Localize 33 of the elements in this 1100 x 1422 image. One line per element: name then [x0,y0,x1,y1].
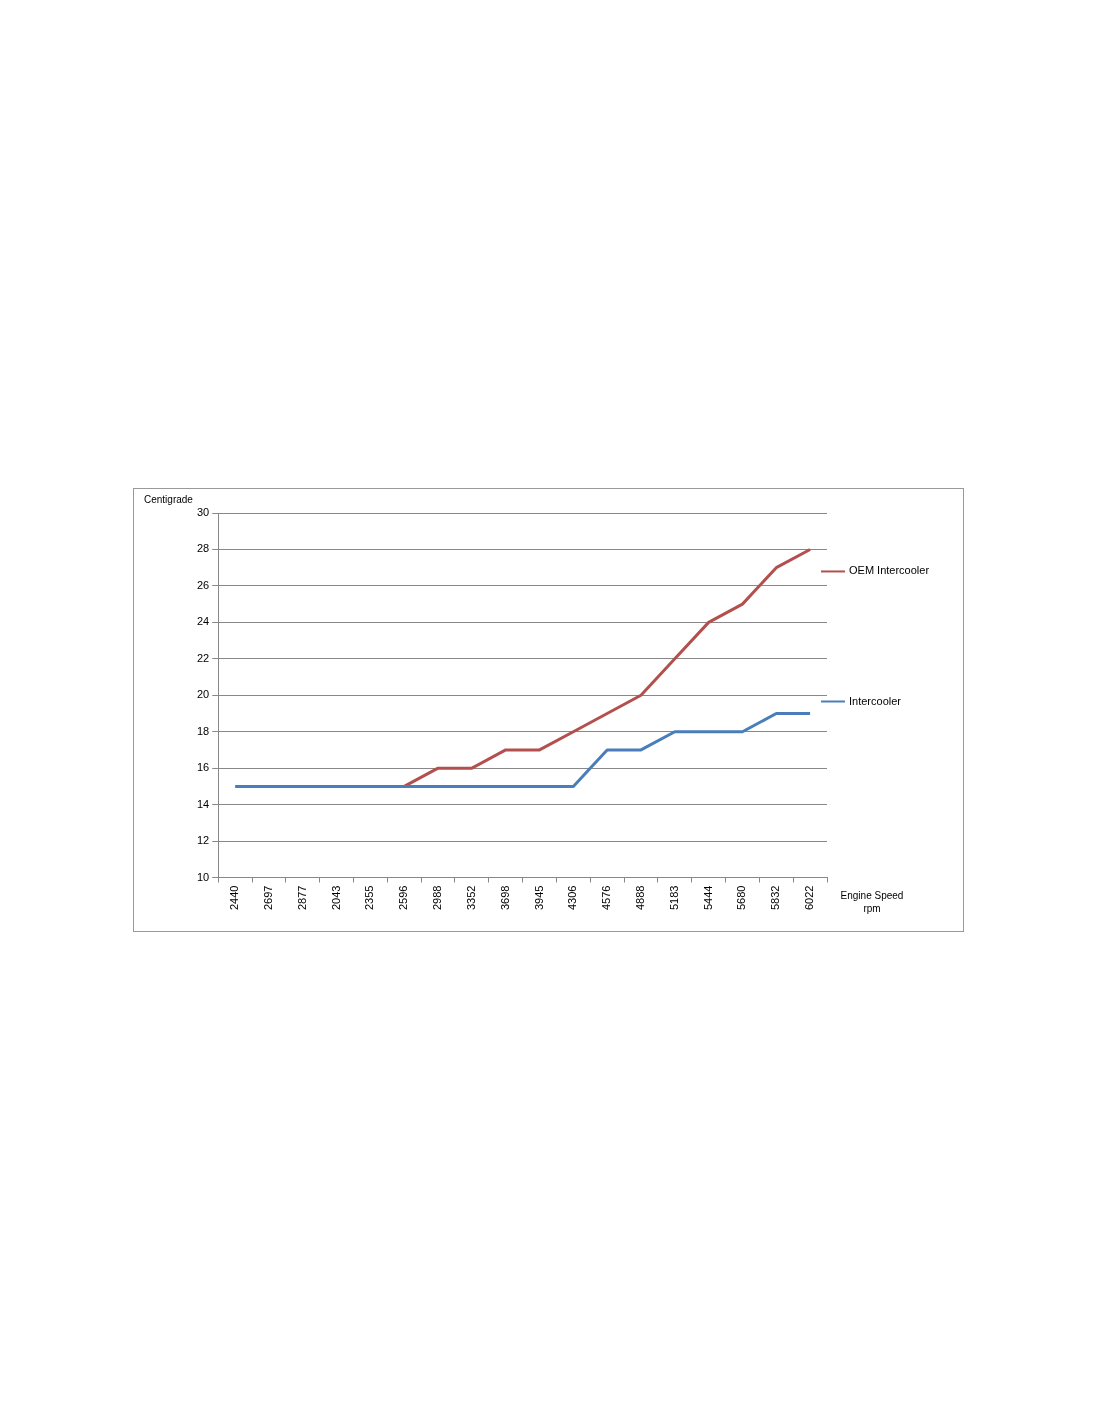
x-tick-label: 6022 [803,885,816,911]
x-tick-label: 3698 [498,885,511,911]
y-axis-title: Centigrade [144,493,194,505]
x-tick-label: 4306 [566,885,579,911]
y-tick-label: 14 [196,797,210,810]
x-tick-label: 2043 [329,885,342,911]
y-tick-label: 30 [196,506,210,519]
x-tick-label: 3352 [464,885,477,911]
x-tick-label: 5444 [701,885,714,911]
x-tick-label: 3945 [532,885,545,911]
x-tick-label: 4888 [634,885,647,911]
y-tick-label: 16 [196,761,210,774]
y-tick-label: 28 [196,542,210,555]
x-tick-label: 2355 [363,885,376,911]
x-tick-label: 2988 [431,885,444,911]
x-tick-label: 4576 [600,885,613,911]
y-tick-label: 26 [196,578,210,591]
x-axis-title: Engine Speed rpm [840,890,904,915]
x-tick-label: 2877 [295,885,308,911]
x-tick-label: 2697 [262,885,274,911]
y-tick-label: 10 [196,870,210,883]
x-tick-label: 5183 [667,885,680,911]
y-tick-label: 20 [196,688,210,701]
legend-label: OEM Intercooler [849,564,930,577]
x-tick-label: 5680 [735,885,748,911]
y-tick-label: 12 [196,834,210,847]
legend-label: Intercooler [849,694,902,707]
x-tick-label: 5832 [769,885,782,911]
y-tick-label: 18 [196,724,210,737]
x-tick-label: 2440 [228,885,241,911]
y-tick-label: 24 [196,615,210,628]
y-tick-label: 22 [196,651,210,664]
x-tick-label: 2596 [397,885,410,911]
